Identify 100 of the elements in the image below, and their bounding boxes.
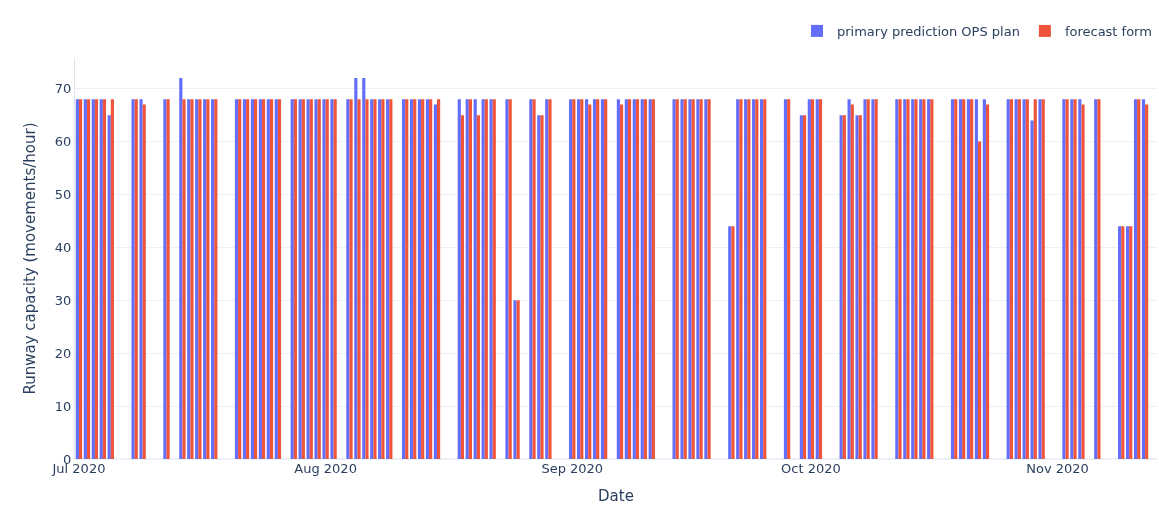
bar	[258, 99, 262, 459]
bar	[962, 99, 966, 459]
bar	[977, 141, 982, 459]
bar	[1125, 226, 1130, 459]
bar	[1129, 226, 1133, 459]
bar	[99, 99, 103, 459]
bar	[787, 99, 791, 459]
bar	[102, 99, 107, 459]
legend-label: primary prediction OPS plan	[837, 23, 1020, 39]
bar	[1137, 99, 1141, 459]
bar	[261, 99, 266, 459]
bar	[635, 99, 640, 459]
bar	[78, 99, 83, 459]
bar	[783, 99, 788, 459]
bar	[584, 99, 589, 459]
bar	[592, 99, 597, 459]
legend-label: forecast form	[1064, 23, 1152, 39]
bar	[627, 99, 632, 459]
bar	[401, 99, 406, 459]
bar	[1030, 120, 1034, 459]
bar	[457, 99, 461, 459]
bar	[818, 99, 823, 459]
y-axis-title: Runway capacity (movements/hour)	[21, 122, 40, 395]
bar	[266, 99, 270, 459]
bar	[815, 99, 819, 459]
bar	[277, 99, 282, 459]
bar	[619, 104, 624, 459]
bar	[1141, 99, 1146, 459]
y-tick-label: 50	[54, 187, 72, 203]
bar	[802, 115, 807, 459]
bar	[269, 99, 274, 459]
bar	[1081, 104, 1085, 459]
bar	[433, 104, 437, 459]
bar	[413, 99, 417, 459]
bar	[974, 99, 978, 459]
bar	[91, 99, 95, 459]
bar	[421, 99, 425, 459]
bar	[417, 99, 422, 459]
bar	[1078, 99, 1082, 459]
bar	[362, 78, 366, 459]
bar	[429, 99, 433, 459]
bar	[640, 99, 644, 459]
bar	[982, 99, 986, 459]
bar	[1145, 104, 1149, 459]
y-tick-label: 60	[54, 134, 72, 150]
bar	[970, 99, 974, 459]
bar	[354, 78, 358, 459]
bar	[473, 99, 477, 459]
y-tick-label: 40	[54, 239, 72, 255]
x-tick-label: Sep 2020	[541, 461, 604, 476]
bar	[238, 99, 242, 459]
bar	[83, 99, 87, 459]
x-tick-label: Nov 2020	[1026, 461, 1089, 476]
bar	[799, 115, 803, 459]
bar	[950, 99, 955, 459]
bar	[847, 99, 851, 459]
bar	[86, 99, 91, 459]
bar	[1033, 99, 1037, 459]
bar	[94, 99, 99, 459]
x-tick-label: Oct 2020	[781, 461, 841, 476]
bar	[476, 115, 480, 459]
bar	[807, 99, 811, 459]
bar	[246, 99, 250, 459]
bar	[182, 99, 186, 459]
bar	[425, 99, 430, 459]
bar	[460, 115, 465, 459]
bar	[958, 99, 963, 459]
bar	[810, 99, 815, 459]
y-tick-label: 20	[54, 345, 72, 361]
bar	[357, 99, 361, 459]
bar	[436, 99, 441, 459]
bar	[596, 99, 600, 459]
bar	[142, 104, 146, 459]
bar	[365, 99, 369, 459]
bar	[616, 99, 620, 459]
bar	[588, 104, 592, 459]
y-tick-label: 70	[54, 81, 72, 97]
bar	[632, 99, 636, 459]
bar	[274, 99, 278, 459]
bar	[107, 115, 111, 459]
bar	[75, 99, 79, 459]
bar	[850, 104, 854, 459]
x-tick-label: Aug 2020	[294, 461, 357, 476]
bar	[242, 99, 247, 459]
bar	[966, 99, 971, 459]
x-axis-title: Date	[598, 487, 634, 505]
bar	[254, 99, 258, 459]
bar	[954, 99, 958, 459]
bar	[643, 99, 648, 459]
bar	[250, 99, 255, 459]
bar	[139, 99, 143, 459]
bar	[624, 99, 628, 459]
bar	[1133, 99, 1138, 459]
bar	[179, 78, 183, 459]
bar	[110, 99, 114, 459]
bar	[234, 99, 239, 459]
bar	[600, 99, 605, 459]
bar	[409, 99, 414, 459]
bar	[604, 99, 608, 459]
y-tick-label: 30	[54, 292, 72, 308]
